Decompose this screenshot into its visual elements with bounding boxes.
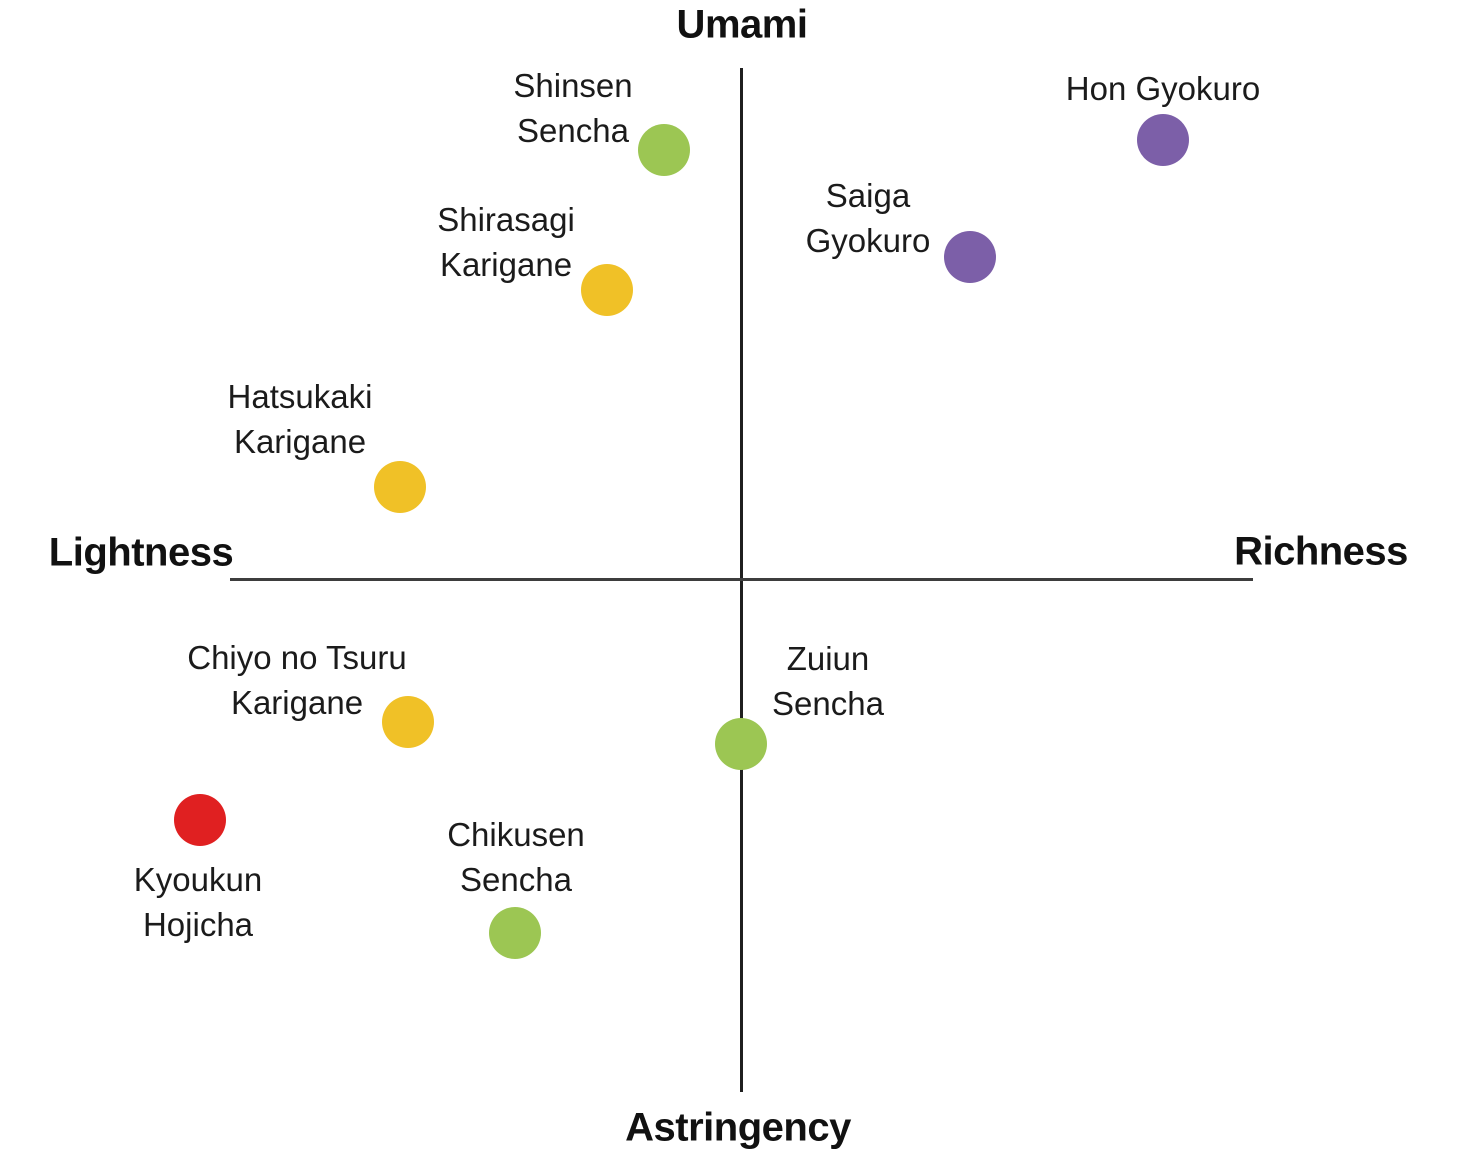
horizontal-axis-line bbox=[230, 578, 1253, 581]
point-label-line: Shirasagi bbox=[437, 201, 575, 238]
point-label-line: Hatsukaki bbox=[227, 378, 373, 415]
axis-label-astringency: Astringency bbox=[625, 1105, 851, 1150]
axis-label-richness: Richness bbox=[1234, 529, 1408, 574]
point-label-line: Shinsen bbox=[513, 67, 633, 104]
data-point-saiga-gyokuro bbox=[943, 230, 996, 283]
point-label-zuiun-sencha: Zuiun Sencha bbox=[772, 636, 884, 726]
point-label-chiyo-no-tsuru-karigane: Chiyo no Tsuru Karigane bbox=[187, 635, 407, 725]
data-point-chiyo-no-tsuru-karigane bbox=[381, 695, 434, 748]
point-label-line: Chiyo no Tsuru bbox=[187, 639, 407, 676]
point-label-line: Karigane bbox=[233, 423, 367, 460]
data-point-hon-gyokuro bbox=[1137, 114, 1190, 167]
data-point-shinsen-sencha bbox=[637, 123, 690, 176]
point-label-line: Chikusen bbox=[447, 816, 585, 853]
point-label-line: Karigane bbox=[439, 246, 573, 283]
point-label-hatsukaki-karigane: Hatsukaki Karigane bbox=[228, 374, 373, 464]
point-label-shirasagi-karigane: Shirasagi Karigane bbox=[437, 197, 575, 287]
data-point-shirasagi-karigane bbox=[581, 264, 634, 317]
point-label-line: Hon Gyokuro bbox=[1065, 70, 1261, 107]
point-label-line: Gyokuro bbox=[805, 222, 931, 259]
axis-label-umami: Umami bbox=[676, 2, 808, 47]
point-label-line: Kyoukun bbox=[133, 861, 263, 898]
data-point-zuiun-sencha bbox=[715, 717, 767, 770]
point-label-line: Hojicha bbox=[142, 906, 254, 943]
point-label-hon-gyokuro: Hon Gyokuro bbox=[1066, 66, 1260, 111]
data-point-kyoukun-hojicha bbox=[173, 794, 226, 847]
point-label-saiga-gyokuro: Saiga Gyokuro bbox=[806, 173, 931, 263]
point-label-kyoukun-hojicha: Kyoukun Hojicha bbox=[134, 857, 262, 947]
data-point-chikusen-sencha bbox=[489, 906, 542, 959]
point-label-chikusen-sencha: Chikusen Sencha bbox=[447, 812, 585, 902]
data-point-hatsukaki-karigane bbox=[374, 460, 427, 513]
point-label-line: Sencha bbox=[517, 112, 629, 149]
point-label-line: Zuiun bbox=[786, 640, 870, 677]
point-label-line: Karigane bbox=[230, 684, 364, 721]
axis-label-lightness: Lightness bbox=[48, 530, 234, 575]
point-label-shinsen-sencha: Shinsen Sencha bbox=[513, 63, 632, 153]
point-label-line: Saiga bbox=[825, 177, 911, 214]
point-label-line: Sencha bbox=[772, 685, 884, 722]
point-label-line: Sencha bbox=[460, 861, 572, 898]
